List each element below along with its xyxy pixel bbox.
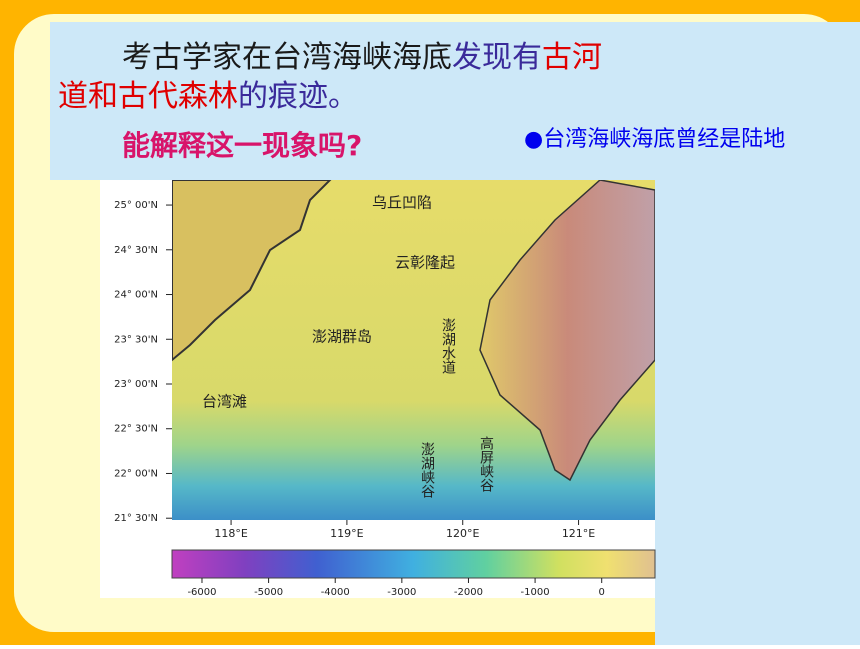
map-label: 澎湖群岛	[312, 328, 372, 346]
map-label: 澎湖水道	[440, 318, 456, 375]
colorbar-label: -1000	[521, 587, 550, 598]
lon-label: 118°E	[214, 527, 247, 540]
question: 能解释这一现象吗?	[122, 129, 362, 162]
map-label: 台湾滩	[202, 393, 247, 411]
colorbar-label: -5000	[254, 587, 283, 598]
lon-label: 120°E	[446, 527, 479, 540]
colorbar	[171, 549, 656, 579]
taiwan	[479, 180, 655, 482]
colorbar-label: -4000	[321, 587, 350, 598]
lat-label: 23° 30'N	[114, 334, 158, 345]
lat-label: 24° 00'N	[114, 290, 158, 301]
lat-label: 23° 00'N	[114, 379, 158, 390]
side-box	[655, 180, 860, 645]
mainland	[172, 180, 332, 362]
intro-segment: 台湾海峡海底	[272, 40, 452, 75]
intro-segment: 考古学家在	[122, 40, 272, 75]
map-label: 澎湖峡谷	[419, 442, 435, 498]
lat-label: 21° 30'N	[114, 513, 158, 524]
intro-segment: 道和古代森林	[58, 79, 238, 114]
map-area	[172, 180, 655, 520]
colorbar-label: 0	[599, 587, 605, 598]
lat-label: 22° 30'N	[114, 424, 158, 435]
lat-label: 25° 00'N	[114, 200, 158, 211]
map-label: 乌丘凹陷	[372, 194, 432, 212]
lon-label: 121°E	[562, 527, 595, 540]
lat-label: 22° 00'N	[114, 468, 158, 479]
intro-segment: 发现有	[452, 40, 542, 75]
map-label: 高屏峡谷	[478, 435, 494, 492]
map-label: 云彰隆起	[395, 254, 455, 272]
answer: ●台湾海峡海底曾经是陆地	[524, 127, 785, 152]
lat-label: 24° 30'N	[114, 245, 158, 256]
intro-line: 考古学家在台湾海峡海底发现有古河	[122, 40, 602, 75]
intro-segment: 古河	[542, 40, 602, 75]
lon-label: 119°E	[330, 527, 363, 540]
colorbar-label: -3000	[387, 587, 416, 598]
intro-segment: 的痕迹。	[238, 79, 358, 114]
colorbar-label: -2000	[454, 587, 483, 598]
intro-line: 道和古代森林的痕迹。	[58, 79, 358, 114]
colorbar-label: -6000	[187, 587, 216, 598]
text-box	[50, 22, 860, 180]
